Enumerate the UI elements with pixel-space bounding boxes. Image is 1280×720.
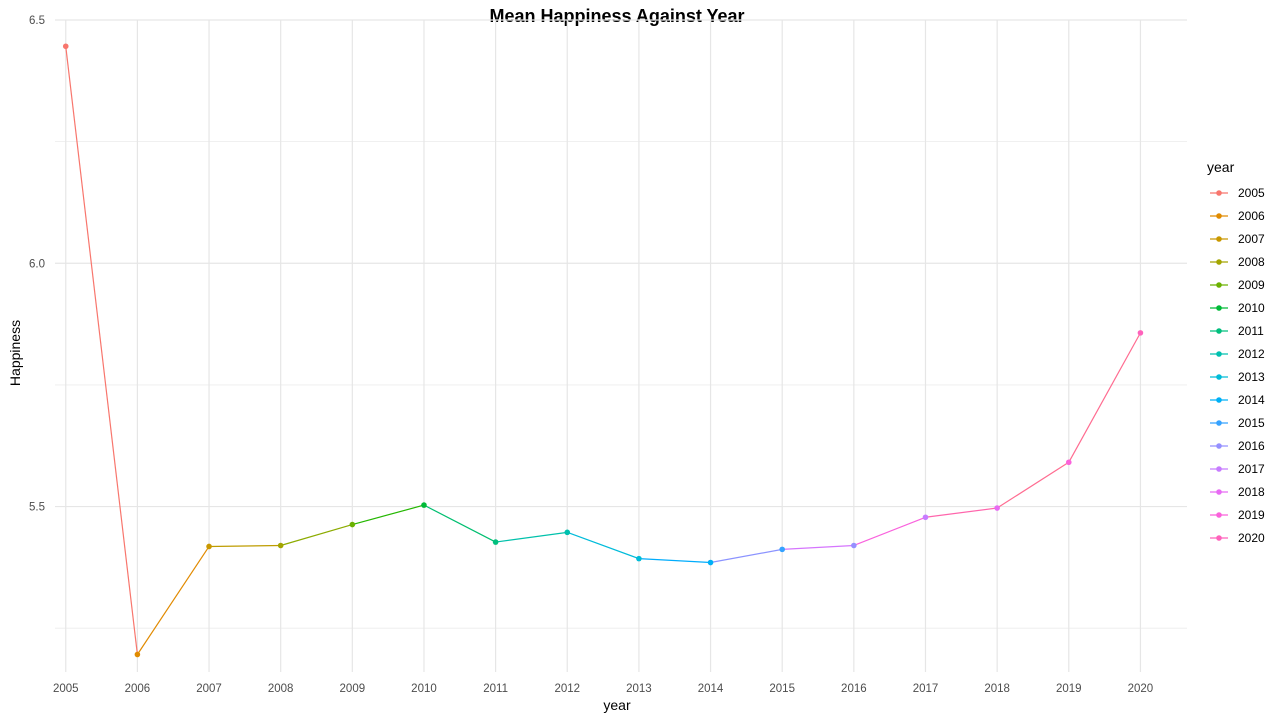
x-tick-label: 2009 [340,683,366,695]
series-line-segment [423,504,496,543]
legend-label: 2015 [1238,416,1265,430]
x-tick-label: 2012 [554,683,580,695]
legend-label: 2019 [1238,508,1265,522]
x-tick-label: 2014 [698,683,724,695]
legend-label: 2012 [1238,347,1265,361]
legend-label: 2016 [1238,439,1265,453]
series-line-segment [710,548,783,564]
series-line-segment [280,523,353,547]
data-point [636,555,642,562]
data-point [277,542,284,549]
x-tick-label: 2013 [626,683,652,695]
data-point [922,514,929,521]
legend-label: 2013 [1238,370,1265,384]
legend-label: 2005 [1238,186,1265,200]
legend-key-point [1216,351,1222,357]
data-point [994,505,1000,511]
y-tick-label: 6.5 [29,15,45,27]
series-line-segment [495,531,568,543]
x-tick-label: 2015 [769,683,795,695]
legend-key-point [1216,282,1222,288]
data-point [707,559,714,566]
y-axis-ticks: 5.5 6.0 6.5 [29,15,45,514]
data-point [206,543,212,550]
legend-label: 2007 [1238,232,1265,246]
legend-label: 2010 [1238,301,1265,315]
legend-key-point [1216,512,1222,518]
x-tick-label: 2019 [1056,683,1082,695]
data-point [421,502,427,508]
x-axis-ticks: 2005 2006 2007 2008 2009 2010 2011 2012 2013 2014… [53,683,1153,695]
legend-label: 2011 [1238,324,1264,338]
x-tick-label: 2007 [196,683,222,695]
legend-label: 2014 [1238,393,1265,407]
y-tick-label: 5.5 [29,502,45,514]
series-line-segment [925,507,998,518]
legend-key-point [1216,397,1222,403]
grid [55,19,1187,672]
legend-key-point [1216,190,1222,196]
series-line-segment [853,516,926,547]
data-point [564,529,571,536]
series-line-segment [352,504,425,526]
x-tick-label: 2016 [841,683,867,695]
legend-label: 2017 [1238,462,1265,476]
legend-label: 2008 [1238,255,1265,269]
data-point [492,539,499,545]
series-line-segment [996,461,1070,509]
legend-key-point [1216,328,1222,334]
y-tick-label: 6.0 [29,258,45,270]
data-point [62,43,69,50]
data-point [1065,459,1072,466]
legend-key-point [1216,305,1222,311]
legend-title: year [1207,159,1235,175]
legend-key-point [1216,259,1222,265]
legend-key-point [1216,213,1222,219]
data-point [851,542,857,549]
legend-key-point [1216,466,1222,472]
x-tick-label: 2005 [53,683,79,695]
series-line-segment [1068,332,1141,463]
x-tick-label: 2011 [483,683,508,695]
series-line-segment [638,558,711,564]
x-tick-label: 2006 [125,683,151,695]
y-axis-title: Happiness [7,320,23,386]
data-point [134,651,141,658]
x-tick-label: 2010 [411,683,437,695]
legend-label: 2006 [1238,209,1265,223]
x-tick-label: 2008 [268,683,294,695]
x-axis-title: year [603,697,631,713]
legend-label: 2009 [1238,278,1265,292]
x-tick-label: 2018 [984,683,1010,695]
series-line-segment [136,546,210,655]
legend-key-point [1216,443,1222,449]
legend-label: 2020 [1238,531,1265,545]
series-line-segment [782,544,854,550]
legend-key-point [1216,236,1222,242]
x-tick-label: 2017 [913,683,939,695]
legend-key-point [1216,535,1222,541]
legend-key-point [1216,420,1222,426]
legend-key-point [1216,374,1222,380]
data-points [62,43,1144,658]
data-point [349,521,356,528]
data-point [779,546,786,553]
series-line-segment [567,531,640,560]
series-line-segment [209,544,281,548]
legend: year 2005 2006 2007 2008 2009 2010 2011 2012 201… [1207,159,1265,545]
series [65,46,1141,655]
chart-title: Mean Happiness Against Year [489,6,744,26]
series-line-segment [65,46,138,655]
x-tick-label: 2020 [1128,683,1154,695]
data-point [1137,330,1144,336]
legend-label: 2018 [1238,485,1265,499]
legend-key-point [1216,489,1222,495]
